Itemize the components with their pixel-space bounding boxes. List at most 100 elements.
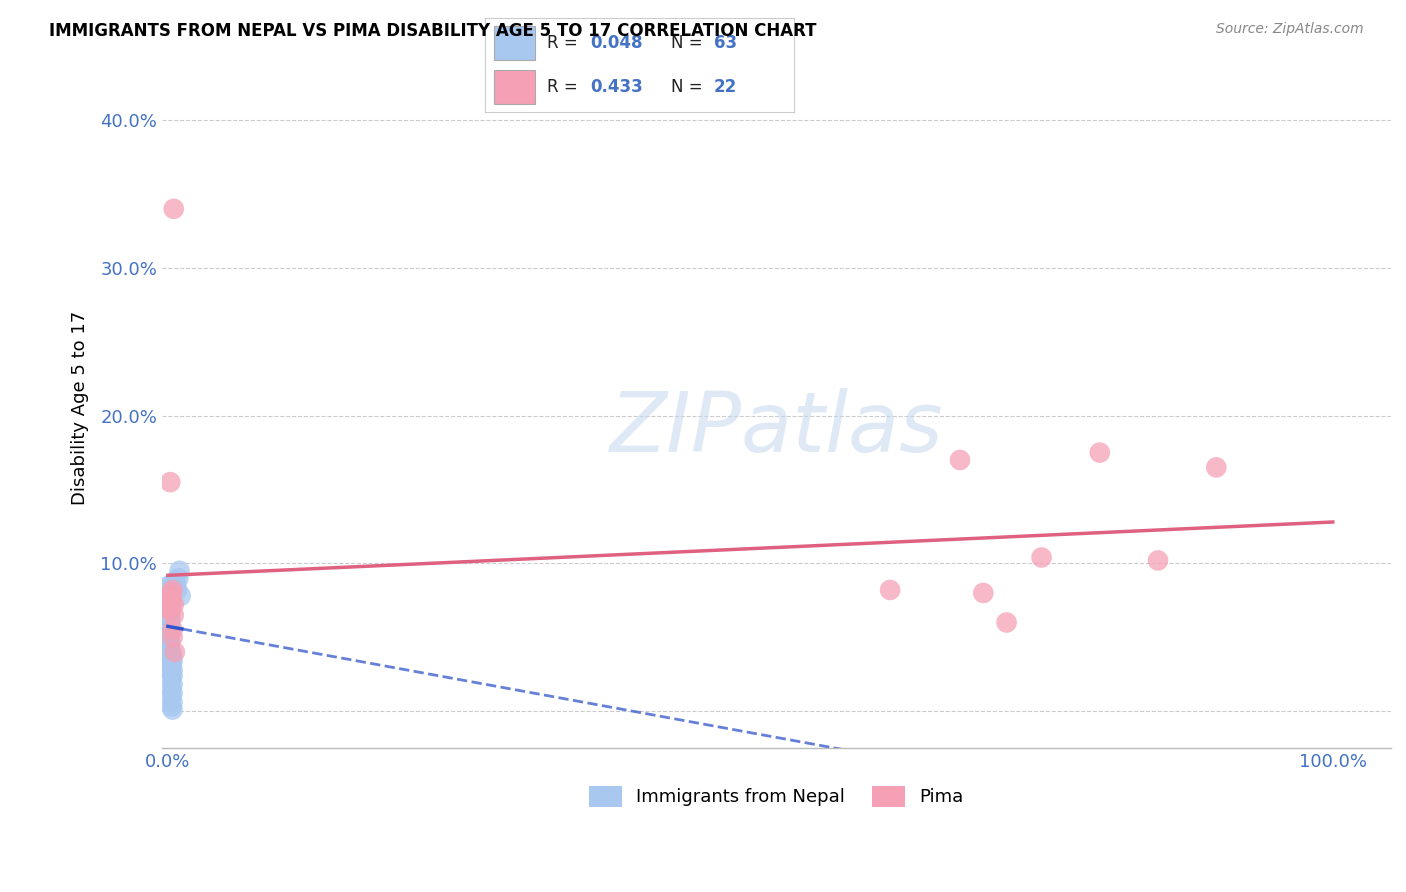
- Point: [162, 677, 184, 691]
- Point: [163, 574, 186, 588]
- Y-axis label: Disability Age 5 to 17: Disability Age 5 to 17: [72, 311, 89, 506]
- Point: [163, 608, 186, 623]
- Point: [162, 695, 184, 709]
- Point: [162, 630, 184, 644]
- Point: [162, 686, 184, 700]
- Point: [972, 586, 994, 600]
- Point: [159, 596, 181, 610]
- Text: R =: R =: [547, 78, 583, 96]
- Point: [160, 593, 183, 607]
- Point: [166, 582, 188, 597]
- Text: 63: 63: [714, 34, 737, 52]
- Text: ZIPatlas: ZIPatlas: [610, 388, 943, 469]
- Point: [160, 699, 183, 714]
- Point: [159, 636, 181, 650]
- Point: [157, 591, 180, 606]
- Point: [160, 586, 183, 600]
- Point: [157, 639, 180, 653]
- Point: [163, 598, 186, 612]
- Point: [157, 615, 180, 630]
- Point: [157, 613, 180, 627]
- Point: [160, 681, 183, 696]
- Point: [157, 586, 180, 600]
- Point: [159, 604, 181, 618]
- Point: [160, 648, 183, 662]
- Point: [162, 703, 184, 717]
- Point: [159, 593, 181, 607]
- Point: [157, 620, 180, 634]
- Point: [949, 453, 972, 467]
- Text: N =: N =: [671, 78, 707, 96]
- Point: [157, 623, 180, 637]
- Point: [157, 609, 180, 624]
- Point: [157, 582, 180, 596]
- Point: [157, 604, 180, 618]
- Point: [162, 663, 184, 677]
- Point: [165, 578, 187, 592]
- Point: [879, 582, 901, 597]
- Point: [157, 627, 180, 641]
- Point: [1205, 460, 1227, 475]
- Point: [157, 595, 180, 609]
- Text: R =: R =: [547, 34, 583, 52]
- Point: [157, 633, 180, 648]
- Point: [157, 600, 180, 615]
- Point: [157, 598, 180, 612]
- Point: [157, 578, 180, 592]
- Point: [1147, 553, 1170, 567]
- Point: [167, 571, 190, 585]
- Point: [160, 690, 183, 704]
- Point: [157, 582, 180, 597]
- Point: [157, 630, 180, 644]
- Point: [160, 665, 183, 680]
- Point: [162, 668, 184, 682]
- Point: [157, 608, 180, 623]
- Point: [157, 589, 180, 603]
- Point: [159, 599, 181, 614]
- Point: [159, 607, 181, 621]
- Point: [159, 611, 181, 625]
- Point: [159, 600, 181, 615]
- Point: [157, 591, 180, 606]
- Point: [157, 587, 180, 601]
- FancyBboxPatch shape: [495, 26, 534, 60]
- Point: [163, 202, 186, 216]
- Point: [159, 614, 181, 628]
- Point: [163, 645, 186, 659]
- Point: [160, 660, 183, 674]
- Point: [170, 589, 193, 603]
- Point: [160, 596, 183, 610]
- Point: [157, 584, 180, 599]
- Point: [995, 615, 1018, 630]
- Text: N =: N =: [671, 34, 707, 52]
- Point: [162, 582, 184, 597]
- Point: [162, 654, 184, 668]
- Point: [160, 657, 183, 671]
- Point: [1031, 550, 1053, 565]
- Point: [159, 605, 181, 619]
- Point: [157, 602, 180, 616]
- Point: [159, 618, 181, 632]
- Text: IMMIGRANTS FROM NEPAL VS PIMA DISABILITY AGE 5 TO 17 CORRELATION CHART: IMMIGRANTS FROM NEPAL VS PIMA DISABILITY…: [49, 22, 817, 40]
- Point: [157, 580, 180, 594]
- Point: [159, 596, 181, 610]
- Point: [159, 589, 181, 603]
- Point: [160, 672, 183, 686]
- Point: [162, 623, 184, 637]
- Point: [159, 475, 181, 490]
- Text: Source: ZipAtlas.com: Source: ZipAtlas.com: [1216, 22, 1364, 37]
- Text: 22: 22: [714, 78, 737, 96]
- Point: [160, 589, 183, 603]
- Text: 0.048: 0.048: [591, 34, 643, 52]
- Point: [157, 591, 180, 605]
- Point: [1088, 445, 1111, 459]
- Text: 0.433: 0.433: [591, 78, 643, 96]
- Point: [157, 616, 180, 631]
- Point: [157, 642, 180, 657]
- FancyBboxPatch shape: [495, 70, 534, 104]
- Point: [160, 651, 183, 665]
- Point: [157, 593, 180, 607]
- Point: [169, 564, 191, 578]
- Legend: Immigrants from Nepal, Pima: Immigrants from Nepal, Pima: [582, 779, 970, 814]
- Point: [160, 645, 183, 659]
